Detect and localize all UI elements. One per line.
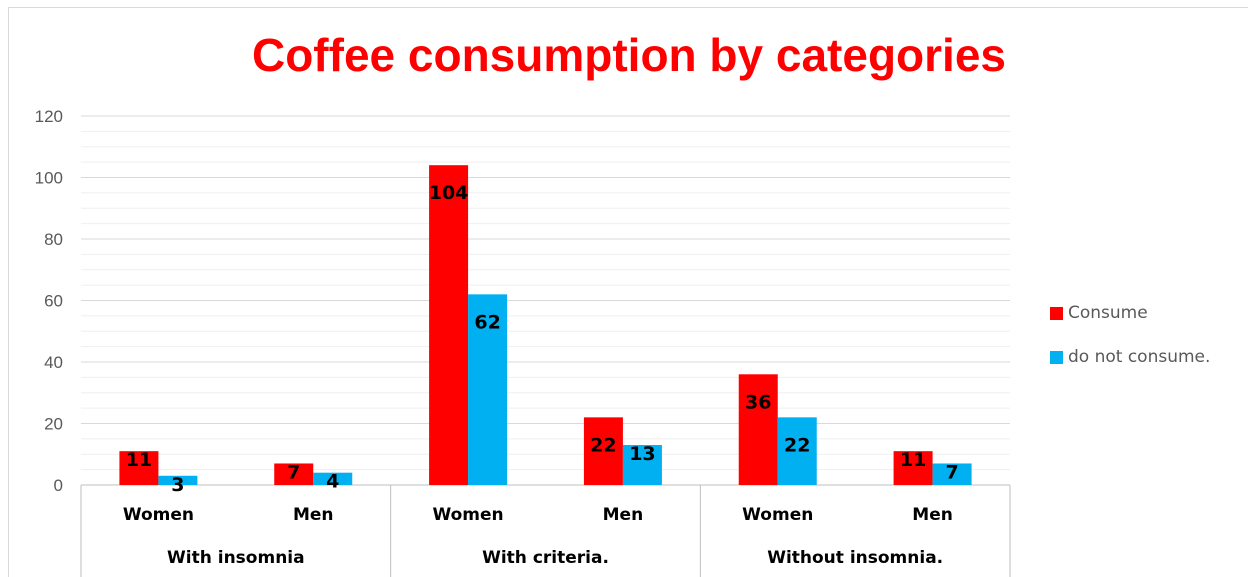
data-label: 11: [900, 449, 926, 471]
chart-legend: Consume do not consume.: [1050, 302, 1210, 390]
data-label: 13: [629, 443, 655, 465]
bar-do-not-consume: [777, 417, 817, 485]
bar-do-not-consume: [932, 463, 972, 485]
x-category-label: Women: [123, 505, 194, 525]
y-tick-label: 0: [54, 476, 63, 495]
data-label: 104: [429, 182, 469, 204]
bar-consume: [583, 417, 623, 485]
bar-do-not-consume: [468, 294, 508, 485]
y-tick-label: 60: [44, 292, 63, 311]
y-tick-label: 100: [35, 169, 63, 188]
bar-consume: [893, 451, 933, 485]
data-label: 7: [287, 461, 300, 483]
data-label: 62: [474, 311, 500, 333]
data-label: 22: [590, 434, 616, 456]
chart-title: Coffee consumption by categories: [251, 29, 1006, 81]
x-group-label: With criteria.: [482, 548, 609, 568]
x-category-label: Men: [912, 505, 953, 525]
legend-label-consume: Consume: [1068, 303, 1148, 323]
x-group-label: Without insomnia.: [767, 548, 943, 568]
y-tick-label: 20: [44, 415, 63, 434]
data-label: 22: [784, 434, 810, 456]
legend-label-do-not-consume: do not consume.: [1068, 347, 1211, 367]
y-tick-label: 40: [44, 353, 63, 372]
bar-consume: [429, 165, 469, 485]
data-label: 4: [326, 471, 339, 493]
x-group-label: With insomnia: [167, 548, 305, 568]
legend-swatch-consume: [1050, 306, 1063, 320]
bar-consume: [274, 463, 314, 485]
bar-consume: [738, 374, 778, 485]
x-category-label: Men: [293, 505, 334, 525]
legend-swatch-do-not-consume: [1050, 350, 1063, 364]
bar-consume: [119, 451, 159, 485]
y-tick-label: 80: [44, 230, 63, 249]
bar-do-not-consume: [622, 445, 662, 485]
data-label: 3: [171, 474, 184, 496]
x-category-label: Men: [603, 505, 644, 525]
legend-item-do-not-consume: do not consume.: [1050, 346, 1210, 368]
data-label: 36: [745, 391, 771, 413]
bar-do-not-consume: [158, 475, 198, 485]
data-label: 11: [126, 449, 152, 471]
x-category-label: Women: [742, 505, 813, 525]
legend-item-consume: Consume: [1050, 302, 1210, 324]
bar-do-not-consume: [313, 472, 353, 485]
x-category-label: Women: [432, 505, 503, 525]
data-label: 7: [945, 461, 958, 483]
y-tick-label: 120: [35, 107, 63, 126]
